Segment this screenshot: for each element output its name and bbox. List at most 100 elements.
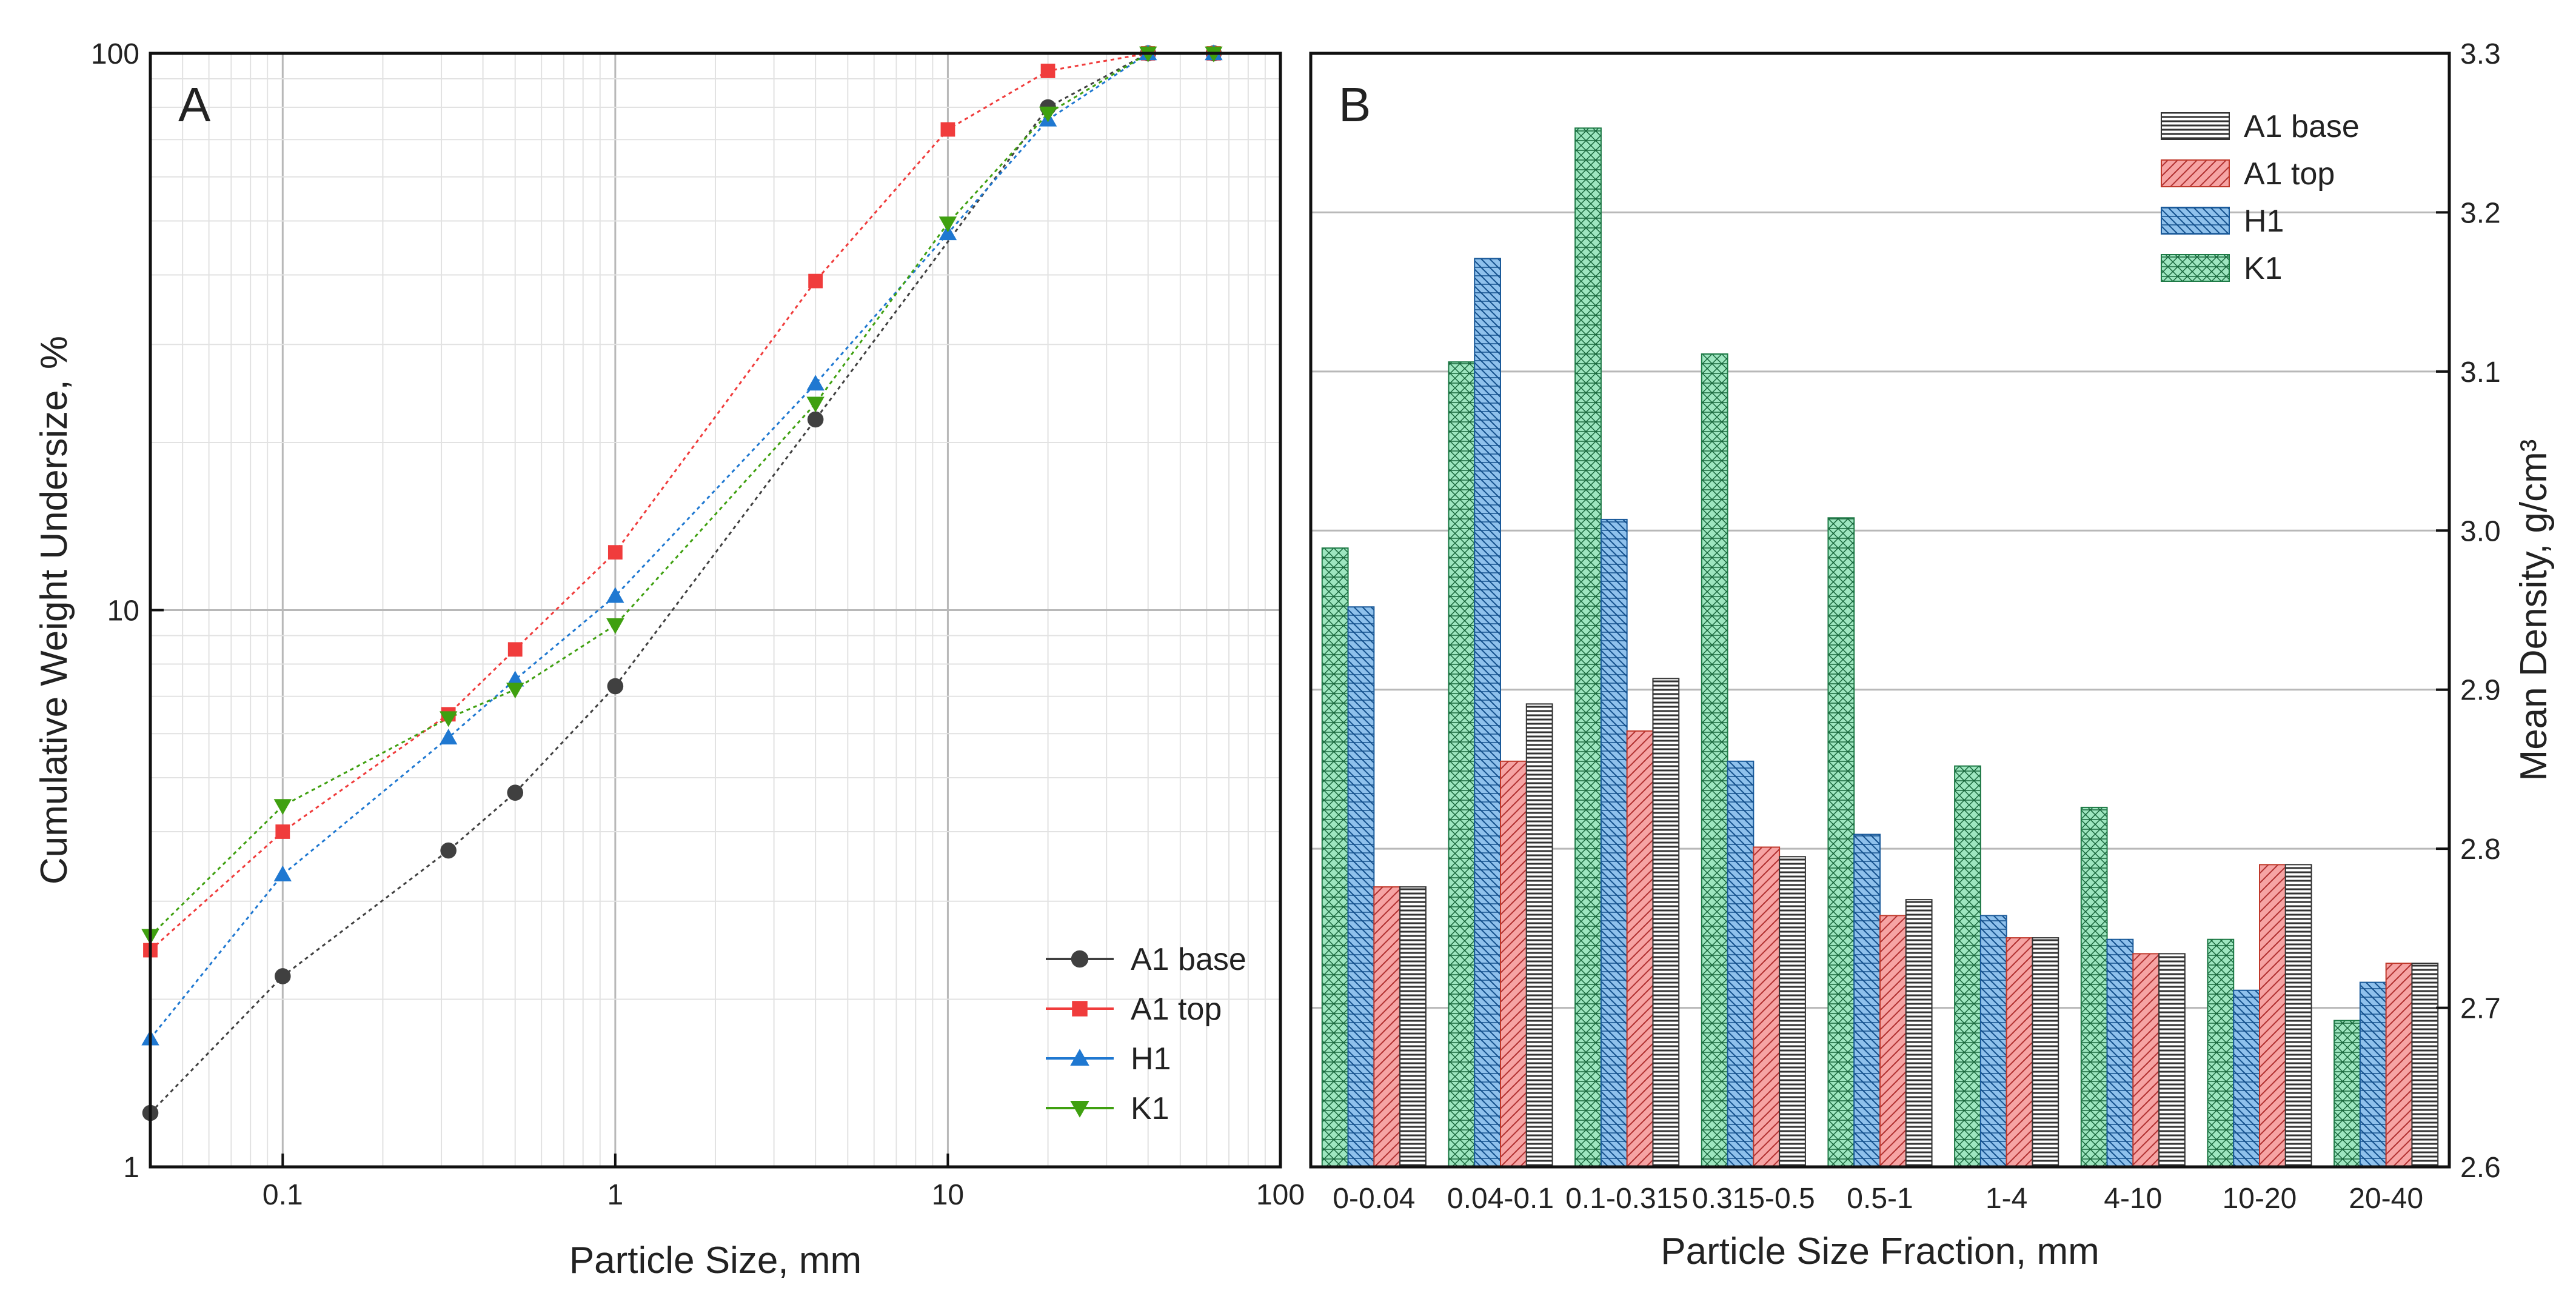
bar-a1-top-0-04-0-1 — [1500, 760, 1527, 1167]
panel-b-y-tick-label: 2.9 — [2460, 675, 2501, 707]
data-point-a1-base — [507, 784, 524, 801]
panel-a-y-tick-label: 1 — [123, 1152, 139, 1184]
series-line-h1 — [149, 52, 1214, 1040]
panel-a-y-tick-label: 100 — [91, 38, 139, 70]
bar-k1-0-0-04 — [1321, 547, 1349, 1167]
legend-swatch — [2161, 112, 2230, 140]
panel-a-x-tick-label: 100 — [1256, 1179, 1305, 1211]
panel-b-y-tick-label: 2.7 — [2460, 993, 2501, 1025]
data-point-k1 — [806, 396, 825, 413]
bar-a1-base-0-1-0-315 — [1652, 678, 1680, 1167]
data-point-a1-top — [507, 642, 523, 657]
bar-a1-top-4-10 — [2132, 953, 2160, 1167]
bar-h1-0-315-0-5 — [1727, 760, 1755, 1167]
bar-a1-base-20-40 — [2411, 963, 2439, 1167]
legend-swatch-marker — [1072, 1001, 1088, 1017]
panel-b-ticks: 0-0.04 0.04-0.1 0.1-0.315 0.315-0.5 0.5-1 1-4… — [1333, 38, 2500, 1215]
data-point-h1 — [606, 587, 624, 603]
bar-a1-base-0-5-1 — [1905, 899, 1933, 1167]
data-point-a1-base — [274, 968, 291, 984]
series-line-k1 — [149, 52, 1214, 937]
panel-b-x-tick-label: 1-4 — [1986, 1183, 2027, 1215]
panel-b-x-tick-label: 0.5-1 — [1847, 1183, 1913, 1215]
bar-k1-0-1-0-315 — [1574, 127, 1602, 1167]
bar-h1-0-04-0-1 — [1474, 258, 1502, 1168]
panel-a-x-tick-label: 0.1 — [263, 1179, 303, 1211]
legend-item-a1-base: A1 base — [2161, 109, 2360, 144]
panel-a-x-tick-label: 10 — [932, 1179, 964, 1211]
legend-label: H1 — [1131, 1041, 1171, 1077]
bar-a1-top-1-4 — [2006, 937, 2033, 1168]
legend-label: A1 base — [1131, 942, 1246, 977]
panel-a-letter: A — [178, 78, 211, 132]
bar-a1-top-0-315-0-5 — [1753, 846, 1781, 1167]
data-point-a1-base — [807, 411, 824, 428]
legend-item-k1: K1 — [1046, 1091, 1169, 1126]
legend-label: H1 — [2244, 204, 2284, 239]
data-point-k1 — [439, 711, 458, 727]
legend-swatch-marker — [1070, 1101, 1089, 1118]
panel-b-y-axis-title: Mean Density, g/cm³ — [2513, 439, 2555, 781]
legend-swatch — [2161, 254, 2230, 282]
bar-h1-0-0-04 — [1347, 606, 1375, 1167]
panel-b-x-tick-label: 0.04-0.1 — [1447, 1183, 1554, 1215]
series-line-a1-base — [149, 52, 1214, 1114]
bar-a1-top-0-0-04 — [1373, 886, 1401, 1168]
bar-h1-0-5-1 — [1853, 833, 1881, 1167]
data-point-k1 — [273, 799, 292, 815]
data-point-a1-top — [607, 545, 623, 560]
legend-label: K1 — [1131, 1091, 1169, 1126]
bar-k1-10-20 — [2207, 938, 2235, 1168]
bar-a1-base-0-0-04 — [1399, 886, 1427, 1168]
panel-a-y-axis-title: Cumulative Weight Undersize, % — [33, 336, 75, 884]
bar-a1-base-0-04-0-1 — [1525, 703, 1553, 1167]
bar-k1-4-10 — [2080, 806, 2108, 1167]
panel-b-x-tick-label: 20-40 — [2349, 1183, 2423, 1215]
panel-b-x-tick-label: 0-0.04 — [1333, 1183, 1415, 1215]
bar-a1-top-20-40 — [2385, 963, 2413, 1167]
bar-k1-20-40 — [2333, 1020, 2361, 1167]
panel-b-y-tick-label: 3.0 — [2460, 515, 2501, 547]
data-point-a1-top — [1040, 64, 1055, 78]
panel-a-legend: A1 base A1 top H1 K1 — [1046, 942, 1246, 1126]
data-point-k1 — [938, 216, 957, 233]
legend-swatch — [2161, 207, 2230, 235]
legend-swatch-marker — [1071, 950, 1089, 968]
data-point-a1-top — [275, 824, 290, 839]
legend-item-h1: H1 — [1046, 1041, 1171, 1077]
legend-label: A1 base — [2244, 109, 2360, 144]
legend-swatch — [2161, 159, 2230, 187]
bar-h1-4-10 — [2106, 938, 2134, 1168]
data-point-k1 — [506, 683, 524, 699]
legend-item-a1-base: A1 base — [1046, 942, 1246, 977]
panel-a-x-axis-title: Particle Size, mm — [569, 1240, 861, 1281]
bar-h1-10-20 — [2233, 989, 2261, 1168]
panel-a-chart: 0.1 1 10 100 1 10 100 A Particle Size, mm Cumu… — [33, 38, 1305, 1281]
bar-a1-top-0-1-0-315 — [1626, 730, 1654, 1167]
data-point-h1 — [938, 224, 957, 241]
data-point-h1 — [506, 670, 524, 687]
bar-k1-0-5-1 — [1827, 517, 1855, 1168]
bar-a1-top-0-5-1 — [1879, 915, 1907, 1168]
bar-h1-0-1-0-315 — [1600, 518, 1628, 1167]
legend-item-a1-top: A1 top — [2161, 156, 2335, 192]
panel-b-y-tick-label: 3.3 — [2460, 38, 2501, 70]
panel-a-y-tick-label: 10 — [107, 595, 139, 627]
series-line-a1-top — [149, 52, 1214, 951]
panel-a-ticks: 0.1 1 10 100 1 10 100 — [91, 38, 1305, 1211]
data-point-k1 — [1039, 106, 1057, 122]
panel-a-series-lines — [149, 52, 1214, 1114]
legend-label: A1 top — [1131, 992, 1222, 1027]
panel-b-legend: A1 base A1 top H1 K1 — [2161, 109, 2360, 286]
bar-a1-base-0-315-0-5 — [1779, 856, 1806, 1167]
data-point-a1-base — [440, 842, 457, 859]
panel-b-y-tick-label: 3.1 — [2460, 356, 2501, 389]
panel-b-x-axis-title: Particle Size Fraction, mm — [1661, 1231, 2099, 1272]
bar-k1-0-04-0-1 — [1448, 361, 1476, 1167]
panel-b-x-tick-label: 0.315-0.5 — [1692, 1183, 1815, 1215]
panel-b-letter: B — [1339, 78, 1371, 132]
bar-k1-1-4 — [1954, 765, 1981, 1168]
panel-b-chart: 0-0.04 0.04-0.1 0.1-0.315 0.315-0.5 0.5-1 1-4… — [1309, 38, 2555, 1272]
panel-b-x-tick-label: 4-10 — [2104, 1183, 2162, 1215]
